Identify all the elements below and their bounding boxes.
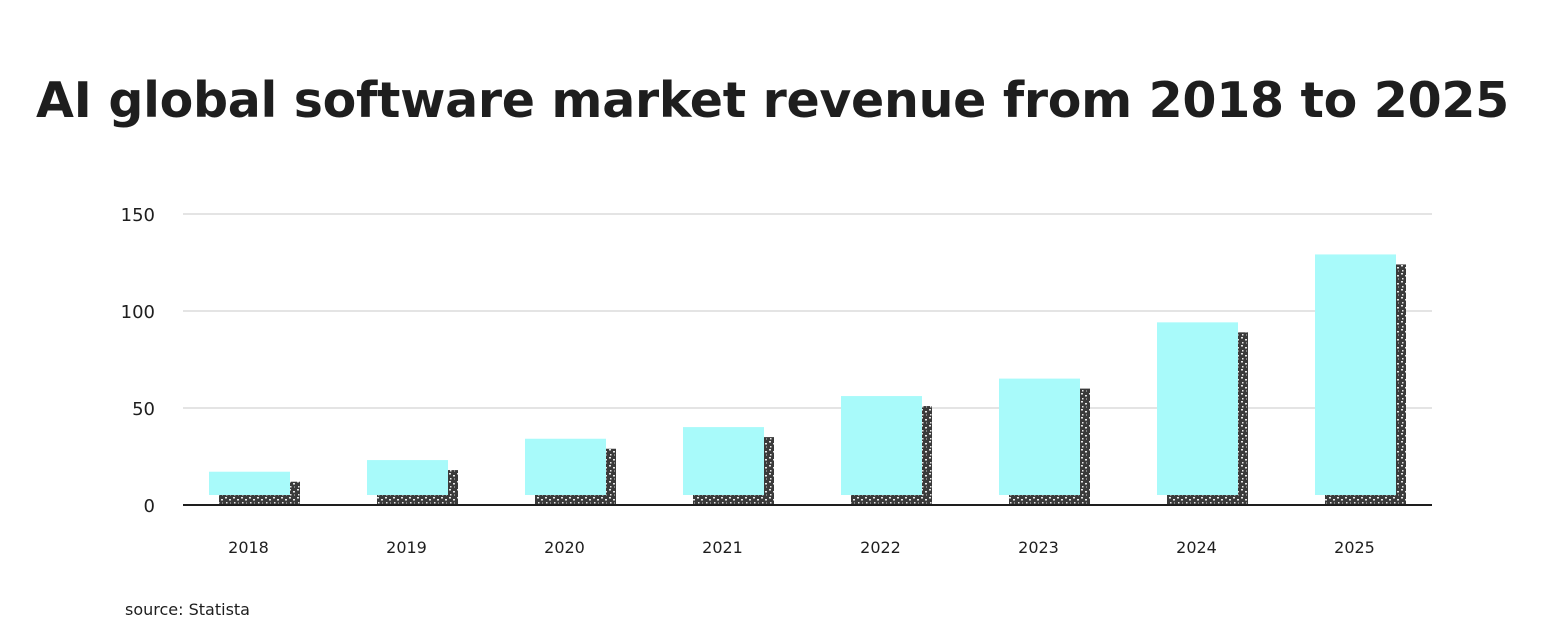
- bar-fill: [209, 471, 290, 495]
- x-tick-label: 2019: [386, 538, 427, 557]
- y-axis-ticks: 0 50 100 150: [121, 205, 155, 517]
- bar: [1157, 322, 1248, 505]
- bar: [209, 471, 300, 505]
- x-tick-label: 2022: [860, 538, 901, 557]
- x-tick-label: 2020: [544, 538, 585, 557]
- bar-fill: [999, 378, 1080, 495]
- y-tick-label: 150: [121, 205, 155, 226]
- bar: [999, 378, 1090, 505]
- x-tick-label: 2021: [702, 538, 743, 557]
- y-tick-label: 0: [144, 496, 155, 517]
- y-tick-label: 100: [121, 302, 155, 323]
- bar-fill: [525, 438, 606, 495]
- bar: [683, 427, 774, 505]
- x-axis-ticks: 2018 2019 2020 2021 2022 2023 2024 2025: [228, 538, 1375, 557]
- bar: [525, 438, 616, 505]
- x-tick-label: 2024: [1176, 538, 1217, 557]
- bar-fill: [841, 396, 922, 495]
- bar-fill: [683, 427, 764, 495]
- chart-title: AI global software market revenue from 2…: [36, 72, 1509, 129]
- x-tick-label: 2018: [228, 538, 269, 557]
- bar: [367, 460, 458, 505]
- y-tick-label: 50: [132, 399, 155, 420]
- x-tick-label: 2023: [1018, 538, 1059, 557]
- bar-fill: [1157, 322, 1238, 495]
- bar-fill: [1315, 254, 1396, 495]
- bar: [1315, 254, 1406, 505]
- bar-fill: [367, 460, 448, 495]
- bar: [841, 396, 932, 505]
- x-tick-label: 2025: [1334, 538, 1375, 557]
- bars: [209, 254, 1406, 505]
- source-note: source: Statista: [125, 600, 250, 619]
